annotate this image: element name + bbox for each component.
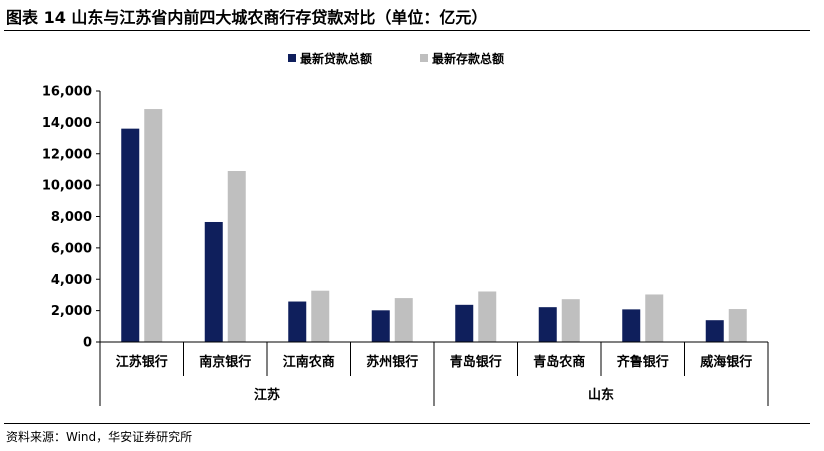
x-category-label: 南京银行: [199, 354, 251, 370]
source-note: 资料来源：Wind，华安证券研究所: [6, 430, 193, 444]
y-tick-label: 0: [83, 336, 92, 351]
loan-bar-6: [538, 307, 557, 342]
bar-chart: 最新贷款总额 最新存款总额 0 2,000 4,000 6,000 8,000 10,000…: [42, 51, 769, 406]
deposit-bar-1: [144, 109, 163, 343]
bar-series: [121, 109, 747, 343]
loan-bar-8: [705, 320, 724, 342]
x-category-label: 苏州银行: [366, 354, 418, 370]
deposit-bar-7: [645, 294, 664, 342]
loan-bar-2: [204, 221, 223, 342]
deposit-bar-6: [561, 299, 580, 342]
y-tick-label: 8,000: [51, 210, 92, 225]
x-category-label: 江南农商: [283, 354, 335, 370]
loan-bar-4: [371, 310, 390, 342]
deposit-bar-3: [311, 290, 330, 342]
y-tick-label: 2,000: [51, 304, 92, 319]
y-tick-label: 12,000: [42, 147, 92, 162]
y-tick-label: 4,000: [51, 273, 92, 288]
deposit-bar-5: [478, 291, 497, 342]
x-group-label: 江苏: [254, 387, 280, 403]
source-divider: [4, 423, 810, 424]
loan-bar-5: [455, 304, 474, 342]
title-divider: [4, 30, 810, 31]
y-tick-label: 6,000: [51, 241, 92, 256]
loan-bar-7: [622, 309, 641, 342]
loan-bar-1: [121, 128, 140, 342]
x-category-label: 江苏银行: [116, 354, 168, 370]
x-group-label: 山东: [588, 387, 614, 403]
deposit-bar-4: [394, 298, 413, 342]
chart-legend: 最新贷款总额 最新存款总额: [288, 51, 504, 66]
legend-swatch-2: [420, 54, 428, 62]
legend-label-2: 最新存款总额: [432, 51, 504, 66]
legend-label-1: 最新贷款总额: [300, 51, 372, 66]
deposit-bar-8: [728, 309, 747, 342]
deposit-bar-2: [227, 171, 246, 342]
loan-bar-3: [288, 301, 307, 342]
x-category-label: 威海银行: [700, 354, 752, 370]
y-axis: 0 2,000 4,000 6,000 8,000 10,000 12,000 14,000 1…: [42, 85, 101, 351]
figure-title: 图表 14 山东与江苏省内前四大城农商行存贷款对比（单位：亿元）: [6, 8, 488, 27]
x-category-label: 齐鲁银行: [617, 354, 669, 370]
x-category-label: 青岛银行: [450, 354, 502, 370]
y-tick-label: 16,000: [42, 85, 92, 100]
legend-swatch-1: [288, 54, 296, 62]
x-category-label: 青岛农商: [533, 354, 585, 370]
y-tick-label: 14,000: [42, 116, 92, 131]
y-tick-label: 10,000: [42, 179, 92, 194]
